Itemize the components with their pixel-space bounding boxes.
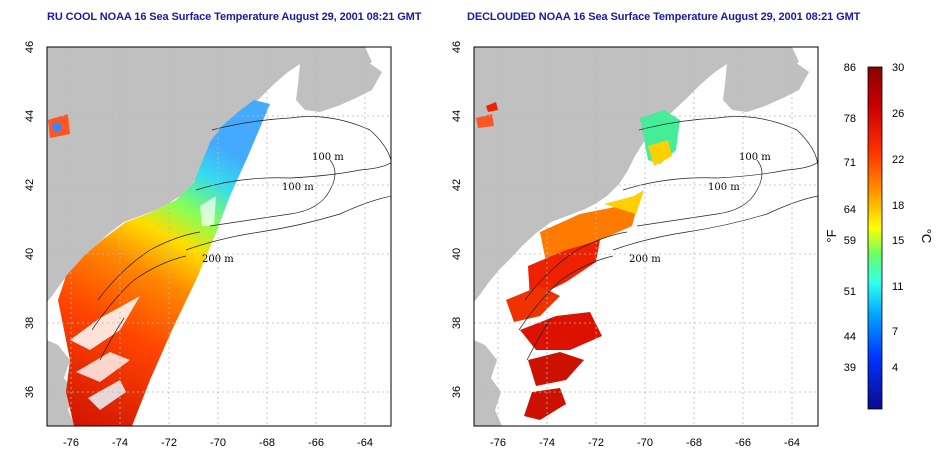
x-tick-label: -70 <box>637 437 653 449</box>
land-mass <box>474 47 799 302</box>
y-tick-label: 42 <box>24 179 36 191</box>
x-tick-label: -72 <box>161 437 177 449</box>
map-panel-raw: 100 m 100 m 200 m <box>46 46 392 427</box>
contour-label: 100 m <box>312 152 344 163</box>
x-tick-label: -68 <box>686 437 702 449</box>
celsius-tick: 26 <box>892 108 904 120</box>
x-tick-label: -74 <box>112 437 128 449</box>
celsius-tick: 11 <box>892 281 903 293</box>
celsius-unit-label: °C <box>919 229 934 244</box>
celsius-tick: 30 <box>892 62 904 74</box>
fahrenheit-tick: 39 <box>844 362 856 374</box>
x-tick-label: -76 <box>490 437 506 449</box>
land-south <box>474 340 502 426</box>
bathymetry-contours <box>518 116 818 361</box>
map-frame <box>46 46 392 427</box>
x-tick-label: -64 <box>357 437 373 449</box>
celsius-tick: 15 <box>892 235 904 247</box>
fahrenheit-tick: 86 <box>844 62 856 74</box>
x-tick-label: -66 <box>735 437 751 449</box>
fahrenheit-tick: 71 <box>844 157 856 169</box>
panel-title-raw: RU COOL NOAA 16 Sea Surface Temperature … <box>47 11 422 23</box>
land-south <box>47 340 75 426</box>
land-mass <box>47 47 372 302</box>
fahrenheit-tick: 78 <box>844 113 856 125</box>
contour-label: 200 m <box>629 254 661 265</box>
celsius-tick: 22 <box>892 154 904 166</box>
x-tick-label: -72 <box>588 437 604 449</box>
x-tick-label: -76 <box>63 437 79 449</box>
contour-label: 200 m <box>202 254 234 265</box>
celsius-tick: 18 <box>892 200 904 212</box>
panel-title-declouded: DECLOUDED NOAA 16 Sea Surface Temperatur… <box>467 11 861 23</box>
y-tick-label: 38 <box>24 317 36 329</box>
y-tick-label: 46 <box>24 41 36 53</box>
fahrenheit-tick: 44 <box>844 331 856 343</box>
map-panel-declouded: 100 m 100 m 200 m <box>473 46 819 427</box>
x-tick-label: -66 <box>308 437 324 449</box>
x-tick-label: -68 <box>259 437 275 449</box>
fahrenheit-tick: 51 <box>844 286 856 298</box>
nova-scotia <box>723 58 809 112</box>
colorbar-gradient <box>867 66 883 410</box>
contour-label: 100 m <box>708 182 740 193</box>
grid-lines <box>474 47 818 426</box>
fahrenheit-unit-label: °F <box>824 229 839 242</box>
celsius-tick: 4 <box>892 362 898 374</box>
temperature-colorbar: 86 78 71 64 59 51 44 39 30 26 22 18 15 11 7 4 °F °C <box>824 62 934 410</box>
y-tick-label: 44 <box>24 110 36 122</box>
grid-lines <box>47 47 391 426</box>
y-tick-label: 38 <box>451 317 463 329</box>
sst-fragments <box>476 102 680 420</box>
y-tick-label: 44 <box>451 110 463 122</box>
nova-scotia <box>296 58 382 112</box>
y-tick-label: 36 <box>24 386 36 398</box>
fahrenheit-tick: 59 <box>844 235 856 247</box>
y-tick-label: 36 <box>451 386 463 398</box>
y-tick-label: 46 <box>451 41 463 53</box>
celsius-tick: 7 <box>892 326 898 338</box>
y-tick-label: 42 <box>451 179 463 191</box>
x-tick-label: -74 <box>539 437 555 449</box>
x-tick-label: -64 <box>784 437 800 449</box>
contour-label: 100 m <box>282 182 314 193</box>
x-tick-label: -70 <box>210 437 226 449</box>
y-tick-label: 40 <box>451 248 463 260</box>
map-frame <box>473 46 819 427</box>
fahrenheit-tick: 64 <box>844 204 856 216</box>
y-tick-label: 40 <box>24 248 36 260</box>
contour-label: 100 m <box>739 152 771 163</box>
